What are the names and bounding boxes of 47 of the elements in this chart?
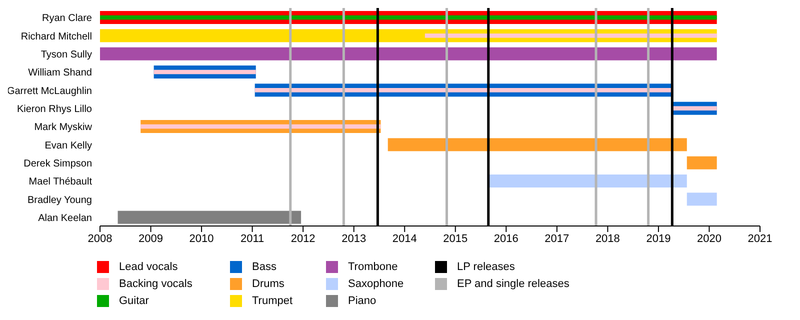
- bar: [672, 106, 717, 110]
- legend-label: EP and single releases: [457, 278, 570, 290]
- x-tick-label: 2012: [290, 232, 316, 245]
- x-tick-label: 2019: [646, 232, 671, 245]
- legend-label: Trumpet: [252, 294, 293, 306]
- y-tick-label: William Shand: [28, 68, 92, 79]
- bar: [388, 138, 687, 152]
- y-tick-label: Kieron Rhys Lillo: [16, 104, 92, 115]
- legend-label: LP releases: [457, 260, 515, 272]
- x-tick-label: 2020: [696, 232, 722, 245]
- x-tick-label: 2008: [88, 232, 112, 245]
- bar: [488, 174, 687, 188]
- legend-label: Guitar: [119, 294, 149, 306]
- y-tick-label: Tyson Sully: [40, 49, 92, 60]
- x-tick-label: 2016: [494, 232, 518, 245]
- x-tick-label: 2011: [240, 232, 264, 245]
- x-tick-label: 2009: [138, 232, 164, 245]
- bar: [100, 47, 717, 60]
- y-tick-label: Mark Myskiw: [34, 122, 93, 134]
- bar: [118, 210, 302, 224]
- x-tick-label: 2010: [189, 232, 214, 245]
- legend-label: Bass: [252, 260, 276, 272]
- bar: [686, 192, 717, 206]
- bar: [686, 156, 717, 170]
- legend-label: Backing vocals: [119, 278, 192, 290]
- legend-label: Lead vocals: [119, 260, 178, 272]
- y-tick-label: Richard Mitchell: [20, 31, 92, 42]
- x-tick-label: 2018: [595, 232, 620, 245]
- y-tick-label: Derek Simpson: [24, 158, 92, 170]
- bar: [140, 124, 381, 129]
- legend-label: Saxophone: [348, 278, 404, 290]
- x-tick-label: 2021: [748, 232, 772, 245]
- bar: [424, 34, 717, 38]
- y-tick-label: Alan Keelan: [38, 212, 92, 224]
- bar: [154, 70, 256, 74]
- legend-label: Piano: [348, 294, 376, 306]
- y-tick-label: Evan Kelly: [44, 140, 92, 152]
- y-tick-label: Ryan Clare: [42, 13, 92, 24]
- legend-label: Trombone: [348, 260, 398, 272]
- x-tick-label: 2017: [544, 232, 570, 245]
- x-tick-label: 2015: [443, 232, 468, 245]
- y-tick-label: Bradley Young: [27, 194, 92, 206]
- bar: [254, 88, 674, 92]
- x-tick-label: 2014: [392, 232, 417, 245]
- y-tick-label: Mael Thébault: [28, 176, 92, 188]
- x-tick-label: 2013: [342, 232, 366, 245]
- legend-label: Drums: [252, 278, 284, 290]
